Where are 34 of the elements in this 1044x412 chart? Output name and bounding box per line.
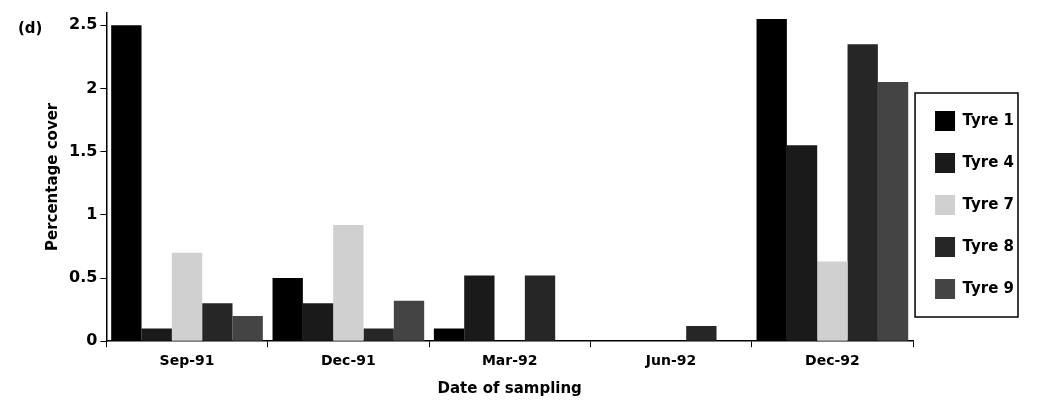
- legend-label: Tyre 4: [962, 152, 1015, 171]
- legend-label: Tyre 7: [962, 194, 1015, 213]
- bar: [141, 328, 172, 341]
- bar: [393, 300, 425, 341]
- y-axis-title: Percentage cover: [42, 102, 61, 252]
- x-tick-label: Dec-91: [320, 352, 376, 369]
- bar: [363, 328, 394, 341]
- bar: [524, 275, 556, 341]
- legend-label: Tyre 1: [962, 110, 1015, 129]
- bar: [171, 252, 203, 341]
- bar: [333, 224, 364, 341]
- x-axis-title: Date of sampling: [437, 378, 582, 397]
- bar: [686, 326, 717, 341]
- y-tick-label: 0.5: [69, 267, 98, 287]
- bar: [817, 261, 848, 341]
- y-tick-label: 0: [86, 330, 98, 350]
- y-tick-label: 1: [86, 203, 98, 223]
- y-tick-label: 2: [86, 77, 98, 97]
- bar: [847, 44, 878, 341]
- legend-label: Tyre 9: [962, 278, 1015, 297]
- y-tick-label: 1.5: [69, 140, 98, 160]
- bar: [786, 145, 818, 341]
- text: (d): [18, 19, 43, 38]
- legend-label: Tyre 8: [962, 236, 1015, 255]
- x-tick-label: Sep-91: [159, 352, 215, 369]
- x-tick-label: Jun-92: [644, 352, 697, 369]
- x-tick-label: Dec-92: [805, 352, 860, 369]
- bar: [302, 303, 334, 341]
- bar: [877, 82, 909, 341]
- bar: [202, 303, 233, 341]
- y-tick-label: 2.5: [69, 14, 98, 34]
- bar: [464, 275, 495, 341]
- bar: [232, 315, 263, 341]
- x-tick-label: Mar-92: [481, 352, 538, 369]
